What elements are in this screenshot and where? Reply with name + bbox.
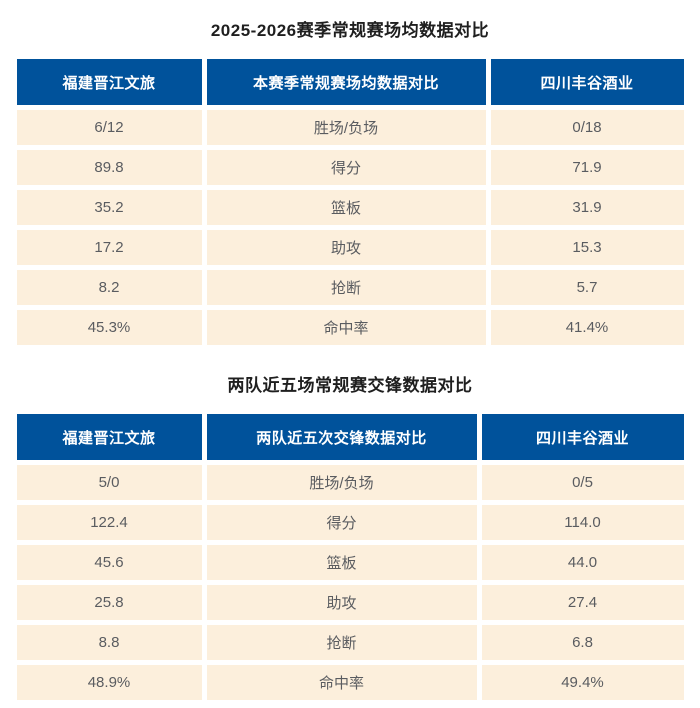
team-right-header: 四川丰谷酒业 [490, 59, 684, 105]
team-left-value: 8.2 [16, 270, 202, 305]
team-right-value: 0/5 [481, 465, 684, 500]
team-left-value: 6/12 [16, 110, 202, 145]
team-left-value: 45.3% [16, 310, 202, 345]
head-to-head-title: 两队近五场常规赛交锋数据对比 [227, 376, 473, 395]
team-left-value: 5/0 [16, 465, 202, 500]
team-right-value: 114.0 [481, 505, 684, 540]
stat-label: 篮板 [206, 545, 477, 580]
stat-label: 抢断 [206, 270, 486, 305]
stat-column-header: 本赛季常规赛场均数据对比 [206, 59, 486, 105]
team-right-value: 0/18 [490, 110, 684, 145]
team-right-value: 31.9 [490, 190, 684, 225]
head-to-head-table: 福建晋江文旅 两队近五次交锋数据对比 四川丰谷酒业 5/0 胜场/负场 0/5 … [16, 414, 684, 700]
team-right-header: 四川丰谷酒业 [481, 414, 684, 460]
stat-label: 命中率 [206, 665, 477, 700]
team-right-value: 27.4 [481, 585, 684, 620]
team-right-value: 15.3 [490, 230, 684, 265]
season-comparison-table: 福建晋江文旅 本赛季常规赛场均数据对比 四川丰谷酒业 6/12 胜场/负场 0/… [16, 59, 684, 345]
stat-label: 胜场/负场 [206, 465, 477, 500]
team-left-value: 8.8 [16, 625, 202, 660]
stat-column-header: 两队近五次交锋数据对比 [206, 414, 477, 460]
team-left-value: 48.9% [16, 665, 202, 700]
team-left-header: 福建晋江文旅 [16, 59, 202, 105]
stat-label: 助攻 [206, 585, 477, 620]
team-right-value: 44.0 [481, 545, 684, 580]
team-right-value: 49.4% [481, 665, 684, 700]
season-comparison-title: 2025-2026赛季常规赛场均数据对比 [210, 21, 490, 40]
stat-label: 胜场/负场 [206, 110, 486, 145]
team-left-header: 福建晋江文旅 [16, 414, 202, 460]
team-right-value: 6.8 [481, 625, 684, 660]
team-left-value: 122.4 [16, 505, 202, 540]
team-left-value: 35.2 [16, 190, 202, 225]
team-left-value: 45.6 [16, 545, 202, 580]
team-left-value: 17.2 [16, 230, 202, 265]
stat-label: 命中率 [206, 310, 486, 345]
team-right-value: 41.4% [490, 310, 684, 345]
team-right-value: 5.7 [490, 270, 684, 305]
team-left-value: 25.8 [16, 585, 202, 620]
stat-label: 得分 [206, 150, 486, 185]
stat-label: 抢断 [206, 625, 477, 660]
team-left-value: 89.8 [16, 150, 202, 185]
stat-label: 篮板 [206, 190, 486, 225]
stat-label: 得分 [206, 505, 477, 540]
stat-label: 助攻 [206, 230, 486, 265]
team-right-value: 71.9 [490, 150, 684, 185]
